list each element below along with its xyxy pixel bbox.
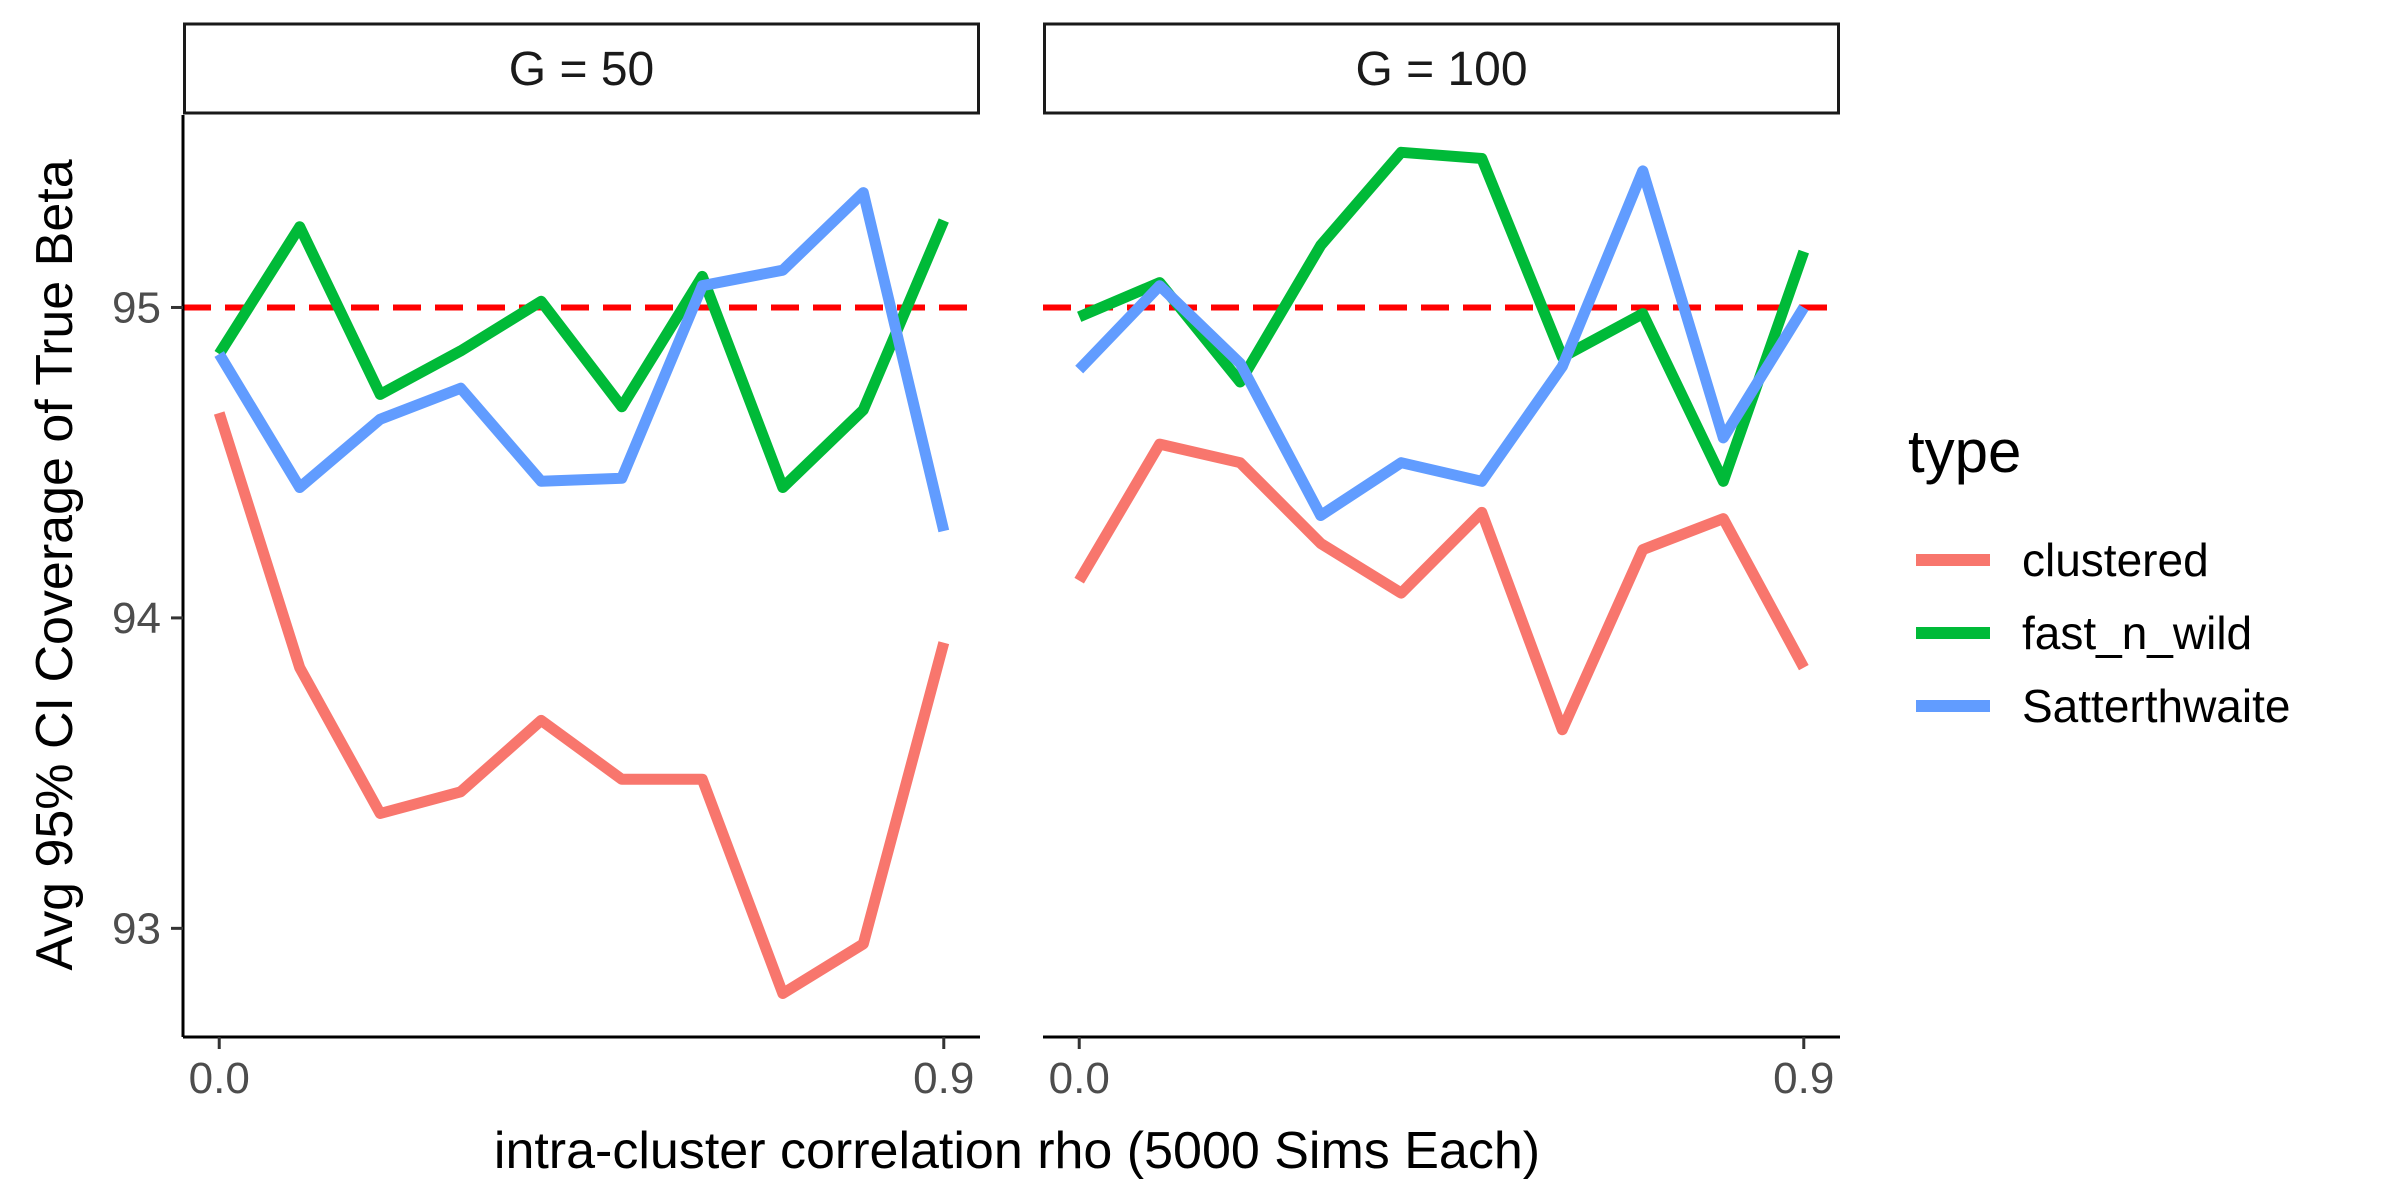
y-tick-label: 95 <box>112 283 161 332</box>
series-line-fast-n-wild <box>1077 146 1809 487</box>
x-tick-label: 0.0 <box>1049 1054 1110 1103</box>
legend-label: Satterthwaite <box>2022 680 2290 732</box>
facet-strip <box>1043 22 1840 115</box>
plot-panels <box>183 146 1840 999</box>
panel-2 <box>1043 146 1840 736</box>
series-line-satterthwaite <box>1075 165 1809 521</box>
series-line-fast-n-wild <box>214 218 949 493</box>
y-tick-label: 93 <box>112 904 161 953</box>
x-tick-label: 0.9 <box>913 1054 974 1103</box>
x-axis-title: intra-cluster correlation rho (5000 Sims… <box>494 1122 1540 1180</box>
series-line-satterthwaite <box>214 187 950 533</box>
series-line-clustered <box>213 411 950 999</box>
facet-strips: G = 50 G = 100 <box>183 22 1840 115</box>
axes: 93 94 95 0.0 0.9 0.0 0.9 <box>112 115 1840 1103</box>
panel-1 <box>183 187 980 999</box>
legend: type clustered fast_n_wild Satterthwaite <box>1908 418 2290 732</box>
legend-label: fast_n_wild <box>2022 607 2252 659</box>
legend-label: clustered <box>2022 534 2209 586</box>
facet-strip <box>183 22 980 115</box>
series-line-clustered <box>1074 438 1809 736</box>
facet-strip-label: G = 100 <box>1355 43 1527 96</box>
legend-title: type <box>1908 418 2021 485</box>
y-tick-label: 94 <box>112 594 161 643</box>
x-tick-label: 0.0 <box>189 1054 250 1103</box>
x-tick-label: 0.9 <box>1773 1054 1834 1103</box>
facet-strip-label: G = 50 <box>509 43 654 96</box>
y-axis-title: Avg 95% CI Coverage of True Beta <box>26 159 84 970</box>
